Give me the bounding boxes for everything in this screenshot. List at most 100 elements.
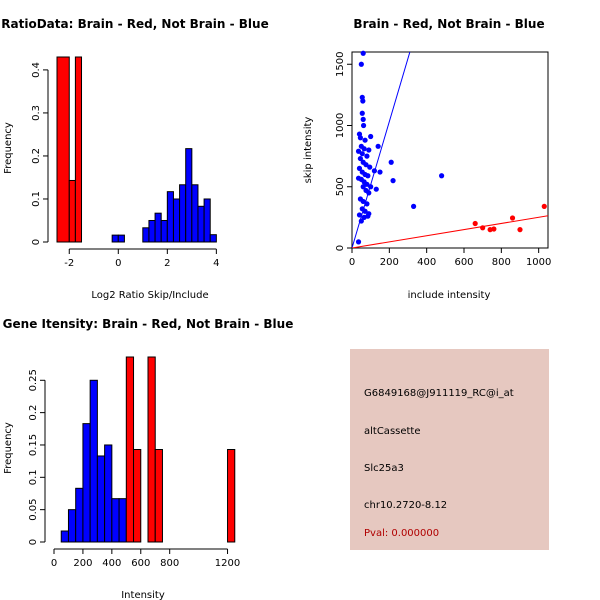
skip-scatter-xlabel: include intensity — [408, 290, 491, 301]
skip-scatter-point-not-brain — [359, 110, 365, 116]
skip-scatter-point-brain — [491, 226, 497, 232]
intensity-histogram-bar-not-brain — [67, 509, 77, 543]
intensity-histogram-y-tick-label: 0.2 — [28, 405, 39, 421]
skip-scatter-title: Brain - Red, Not Brain - Blue — [353, 17, 544, 31]
ratio-histogram-bar-not-brain — [142, 227, 150, 243]
skip-scatter-point-not-brain — [362, 137, 368, 143]
skip-scatter-point-not-brain — [390, 178, 396, 184]
ratio-histogram-bar-brain — [74, 56, 83, 243]
skip-scatter-x-tick-label: 200 — [380, 257, 399, 268]
skip-scatter-point-not-brain — [360, 50, 366, 56]
ratio-histogram-bar-not-brain — [209, 234, 217, 243]
ratio-histogram-bar-not-brain — [185, 148, 193, 243]
skip-scatter-x-tick-label: 600 — [454, 257, 473, 268]
intensity-histogram-x-tick-label: 400 — [102, 558, 121, 569]
skip-scatter-point-not-brain — [357, 135, 363, 141]
skip-scatter-y-tick-label: 1500 — [335, 52, 346, 77]
skip-scatter-y-tick-label: 500 — [335, 177, 346, 196]
ratio-histogram-bar-brain — [68, 179, 76, 243]
intensity-histogram-bar-not-brain — [118, 498, 127, 543]
info-location: chr10.2720-8.12 — [364, 500, 447, 511]
ratio-histogram-panel: RatioData: Brain - Red, Not Brain - Blue… — [1, 17, 268, 301]
skip-scatter-point-not-brain — [439, 173, 445, 179]
intensity-histogram-bar-not-brain — [104, 444, 113, 543]
intensity-histogram-x-tick-label: 0 — [51, 558, 57, 569]
skip-scatter-point-not-brain — [360, 198, 366, 205]
skip-scatter-point-not-brain — [360, 98, 366, 104]
skip-scatter-point-not-brain — [365, 213, 371, 219]
skip-scatter-point-not-brain — [357, 155, 363, 162]
skip-scatter-point-brain — [472, 220, 478, 227]
skip-scatter-point-brain — [480, 225, 486, 231]
intensity-histogram-xlabel: Intensity — [121, 590, 165, 600]
ratio-histogram-y-tick-label: 0.2 — [31, 148, 42, 164]
skip-scatter-point-not-brain — [368, 133, 374, 140]
skip-scatter-point-not-brain — [356, 212, 363, 218]
intensity-histogram-bar-not-brain — [82, 423, 91, 543]
intensity-histogram-bar-brain — [125, 356, 135, 543]
intensity-histogram-bar-not-brain — [89, 379, 98, 543]
intensity-histogram-x-tick-label: 1200 — [215, 558, 240, 569]
skip-scatter-point-not-brain — [388, 159, 394, 165]
skip-scatter-point-not-brain — [365, 173, 371, 179]
skip-scatter-point-not-brain — [360, 184, 366, 190]
skip-scatter-point-not-brain — [373, 186, 379, 192]
skip-scatter-point-not-brain — [368, 184, 374, 190]
skip-scatter-point-brain — [509, 215, 516, 221]
skip-scatter-point-not-brain — [377, 169, 383, 175]
ratio-histogram-x-tick-label: 4 — [213, 258, 219, 269]
skip-scatter-point-not-brain — [364, 153, 370, 159]
ratio-histogram-y-tick-label: 0 — [31, 239, 42, 245]
skip-scatter-y-tick-label: 1000 — [335, 113, 346, 138]
intensity-histogram-bar-brain — [147, 356, 156, 543]
intensity-histogram-y-tick-label: 0.05 — [28, 499, 39, 521]
skip-scatter-plot-box — [351, 51, 549, 249]
ratio-histogram-bar-not-brain — [172, 198, 181, 243]
skip-scatter-x-tick-label: 1000 — [526, 257, 551, 268]
intensity-histogram-bar-not-brain — [111, 498, 120, 543]
ratio-histogram-x-tick-label: 2 — [164, 258, 170, 269]
skip-scatter-point-not-brain — [411, 203, 417, 209]
skip-scatter-y-tick-label: 0 — [335, 245, 346, 251]
intensity-histogram-title: Gene Itensity: Brain - Red, Not Brain - … — [3, 317, 294, 331]
intensity-histogram-bar-not-brain — [75, 487, 84, 543]
ratio-histogram-bar-not-brain — [111, 234, 119, 243]
ratio-histogram-y-tick-label: 0.3 — [31, 105, 42, 121]
intensity-histogram-bar-brain — [154, 449, 163, 543]
ratio-histogram-x-tick-label: -2 — [64, 258, 74, 269]
ratio-histogram-y-tick-label: 0.4 — [31, 62, 42, 78]
skip-scatter-point-not-brain — [361, 146, 367, 152]
intensity-histogram-y-tick-label: 0 — [28, 539, 39, 545]
skip-scatter-point-not-brain — [360, 116, 366, 122]
ratio-histogram-bar-brain — [56, 56, 70, 243]
ratio-histogram-bar-not-brain — [179, 184, 187, 243]
ratio-histogram-bar-not-brain — [160, 219, 168, 243]
info-pval: Pval: 0.000000 — [364, 528, 439, 539]
ratio-histogram-bar-not-brain — [154, 212, 162, 243]
skip-scatter-x-tick-label: 400 — [417, 257, 436, 268]
ratio-histogram-bar-not-brain — [203, 198, 211, 243]
skip-scatter-point-not-brain — [363, 162, 369, 168]
intensity-histogram-bar-brain — [227, 449, 236, 543]
intensity-histogram-panel: Gene Itensity: Brain - Red, Not Brain - … — [3, 317, 294, 600]
skip-scatter-point-not-brain — [362, 208, 368, 214]
intensity-histogram-y-tick-label: 0.15 — [28, 434, 39, 456]
ratio-histogram-bar-not-brain — [117, 234, 125, 243]
skip-scatter-point-brain — [541, 203, 547, 209]
info-event-type: altCassette — [364, 426, 421, 437]
ratio-histogram-y-tick-label: 0.1 — [31, 191, 42, 207]
skip-scatter-point-not-brain — [367, 164, 373, 170]
skip-scatter-point-not-brain — [371, 168, 377, 174]
info-panel: G6849168@J911119_RC@i_at altCassette Slc… — [350, 349, 549, 550]
skip-scatter-point-not-brain — [364, 181, 370, 187]
ratio-histogram-bar-not-brain — [148, 219, 156, 243]
intensity-histogram-bar-not-brain — [60, 530, 69, 543]
info-probe-id: G6849168@J911119_RC@i_at — [364, 388, 514, 399]
skip-scatter-point-not-brain — [356, 165, 363, 171]
skip-scatter-fit-line-brain — [352, 215, 548, 248]
skip-scatter-point-not-brain — [358, 61, 364, 67]
skip-scatter-point-not-brain — [355, 239, 362, 245]
ratio-histogram-bar-not-brain — [191, 184, 199, 243]
skip-scatter-point-not-brain — [355, 148, 362, 154]
